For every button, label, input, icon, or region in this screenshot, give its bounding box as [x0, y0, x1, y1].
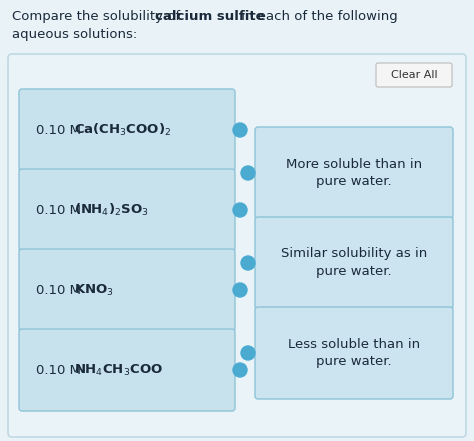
Text: pure water.: pure water. [316, 176, 392, 188]
FancyBboxPatch shape [255, 127, 453, 219]
FancyBboxPatch shape [19, 89, 235, 171]
Text: 0.10 M: 0.10 M [36, 203, 85, 217]
Text: 0.10 M: 0.10 M [36, 363, 85, 377]
Text: 0.10 M: 0.10 M [36, 284, 85, 296]
Text: pure water.: pure water. [316, 265, 392, 279]
Circle shape [241, 256, 255, 270]
FancyBboxPatch shape [19, 249, 235, 331]
Text: More soluble than in: More soluble than in [286, 157, 422, 171]
Text: Clear All: Clear All [391, 70, 438, 80]
Circle shape [233, 123, 247, 137]
Text: calcium sulfite: calcium sulfite [155, 10, 264, 23]
Circle shape [241, 166, 255, 180]
Text: 0.10 M: 0.10 M [36, 123, 85, 137]
Text: Ca(CH$_3$COO)$_2$: Ca(CH$_3$COO)$_2$ [74, 122, 171, 138]
Text: Compare the solubility of: Compare the solubility of [12, 10, 184, 23]
Text: aqueous solutions:: aqueous solutions: [12, 28, 137, 41]
FancyBboxPatch shape [8, 54, 466, 437]
Text: Less soluble than in: Less soluble than in [288, 337, 420, 351]
Text: Similar solubility as in: Similar solubility as in [281, 247, 427, 261]
Circle shape [233, 203, 247, 217]
FancyBboxPatch shape [255, 307, 453, 399]
Circle shape [241, 346, 255, 360]
FancyBboxPatch shape [19, 169, 235, 251]
Text: KNO$_3$: KNO$_3$ [74, 282, 114, 298]
Text: in each of the following: in each of the following [237, 10, 398, 23]
Circle shape [233, 283, 247, 297]
Circle shape [233, 363, 247, 377]
Text: NH$_4$CH$_3$COO: NH$_4$CH$_3$COO [74, 363, 163, 377]
Text: pure water.: pure water. [316, 355, 392, 369]
FancyBboxPatch shape [19, 329, 235, 411]
FancyBboxPatch shape [376, 63, 452, 87]
Text: (NH$_4$)$_2$SO$_3$: (NH$_4$)$_2$SO$_3$ [74, 202, 149, 218]
FancyBboxPatch shape [255, 217, 453, 309]
